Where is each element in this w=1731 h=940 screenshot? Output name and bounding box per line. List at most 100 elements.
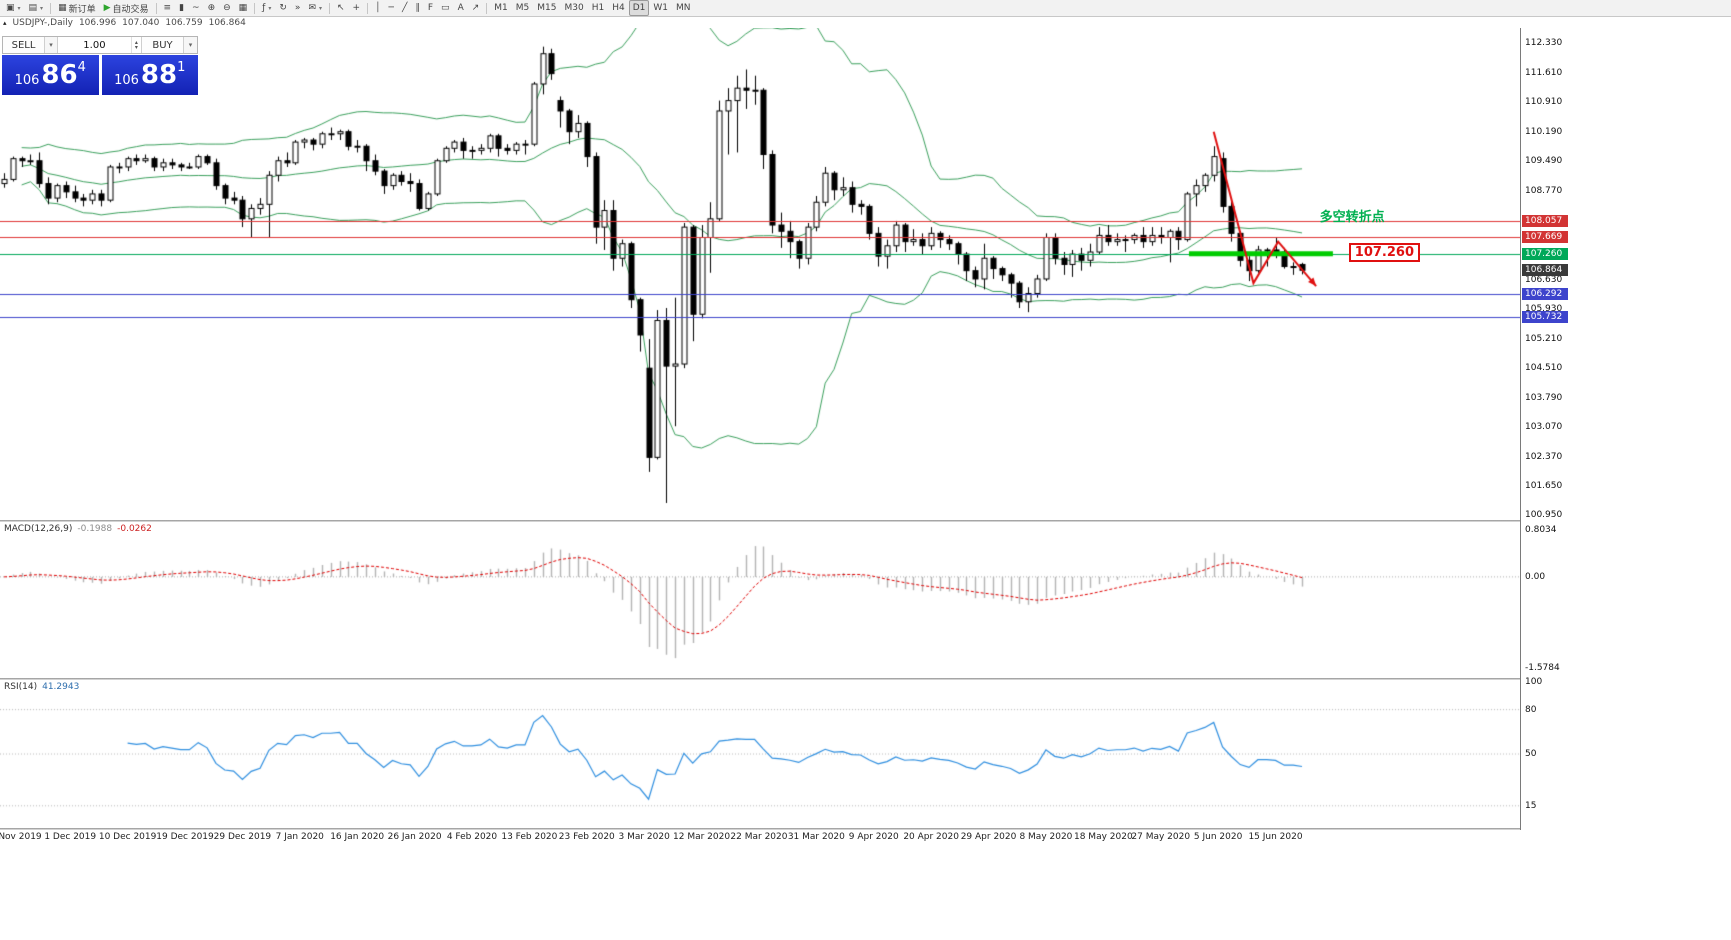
buy-label-button[interactable]: BUY: [142, 37, 184, 53]
buy-price-button[interactable]: 106 88 1: [101, 55, 198, 95]
horizontal-line-button[interactable]: ─: [385, 0, 398, 16]
sell-label-button[interactable]: SELL: [3, 37, 45, 53]
mailbox-icon: ✉: [308, 3, 316, 13]
toolbar-separator: [50, 2, 52, 14]
auto-scroll-icon: ↻: [279, 3, 287, 13]
new-chart-icon: ▣: [6, 3, 15, 13]
price-tick: 103.070: [1525, 422, 1563, 433]
pane-separator-macd[interactable]: [0, 520, 1568, 522]
chart-shift-button[interactable]: »: [291, 0, 305, 16]
candles-chart-button[interactable]: ▮: [175, 0, 188, 16]
volume-stepper[interactable]: ▴ ▾: [130, 37, 141, 53]
tile-windows-icon: ▦: [238, 3, 248, 13]
chart-canvas[interactable]: [0, 28, 1520, 830]
timeframe-d1-button-label: D1: [632, 3, 646, 13]
volume-up-icon[interactable]: ▴: [134, 39, 138, 46]
channel-icon: ∥: [415, 3, 420, 13]
macd-scale-tick: 0.00: [1525, 571, 1546, 582]
trendline-button[interactable]: ╱: [398, 0, 411, 16]
mailbox-button[interactable]: ✉ ▾: [304, 0, 326, 16]
ask-pip-digit: 1: [177, 60, 186, 75]
rsi-scale-tick: 15: [1525, 800, 1537, 811]
turning-point-annotation[interactable]: 多空转折点: [1319, 209, 1385, 225]
profiles-icon: ▤: [28, 3, 38, 13]
date-label: 15 Jun 2020: [1248, 832, 1303, 842]
timeframe-h4-button[interactable]: H4: [608, 0, 629, 16]
zoom-in-button[interactable]: ⊕: [204, 0, 220, 16]
bars-chart-button[interactable]: ≡: [160, 0, 176, 16]
sell-dropdown-icon[interactable]: ▾: [45, 37, 58, 53]
timeframe-d1-button[interactable]: D1: [628, 0, 650, 16]
price-tick: 108.770: [1525, 186, 1563, 197]
support-line-2-label: 105.732: [1522, 311, 1568, 324]
autotrading-icon: ▶: [103, 3, 111, 13]
price-scale[interactable]: 112.330 111.610 110.910 110.190 109.490 108.7…: [1520, 28, 1569, 830]
date-label: 26 Nov 2019: [0, 832, 42, 842]
line-chart-button[interactable]: ~: [188, 0, 204, 16]
ohlc-close: 106.864: [208, 18, 246, 28]
horizontal-line-icon: ─: [388, 3, 394, 13]
chevron-down-icon: ▾: [268, 4, 272, 12]
chevron-down-icon: ▾: [318, 4, 322, 12]
new-order-button[interactable]: ▦ 新订单: [54, 0, 100, 16]
text-button[interactable]: A: [454, 0, 468, 16]
indicators-button[interactable]: ƒ ▾: [258, 0, 275, 16]
volume-down-icon[interactable]: ▾: [134, 44, 138, 51]
ohlc-low: 106.759: [165, 18, 203, 28]
resistance-line-2-label: 107.669: [1522, 230, 1568, 243]
date-label: 13 Feb 2020: [501, 832, 558, 842]
support-line-1-label: 106.292: [1522, 287, 1568, 300]
profiles-button[interactable]: ▤ ▾: [25, 0, 48, 16]
price-tick: 105.210: [1525, 333, 1563, 344]
zoom-out-icon: ⊖: [223, 3, 231, 13]
timeframe-h1-button[interactable]: H1: [588, 0, 609, 16]
toolbar-separator: [155, 2, 157, 14]
timeframe-m5-button[interactable]: M5: [512, 0, 534, 16]
crosshair-button[interactable]: +: [349, 0, 365, 16]
rsi-scale-tick: 100: [1525, 677, 1543, 687]
timeframe-mn-button[interactable]: MN: [672, 0, 695, 16]
date-label: 23 Feb 2020: [558, 832, 615, 842]
toolbar-separator: [367, 2, 369, 14]
date-label: 12 Mar 2020: [673, 832, 731, 842]
price-tick: 102.370: [1525, 451, 1563, 462]
vertical-line-button[interactable]: │: [371, 0, 384, 16]
price-tick: 112.330: [1525, 38, 1563, 49]
date-label: 29 Dec 2019: [213, 832, 272, 842]
shapes-button[interactable]: ▭: [437, 0, 454, 16]
autotrading-button[interactable]: ▶ 自动交易: [100, 0, 153, 16]
one-click-toggle-icon[interactable]: ▴: [3, 19, 7, 27]
cursor-button[interactable]: ↖: [333, 0, 349, 16]
buy-dropdown-icon[interactable]: ▾: [184, 37, 197, 53]
sell-price-button[interactable]: 106 86 4: [2, 55, 99, 95]
date-label: 31 Mar 2020: [787, 832, 845, 842]
chart-header: ▴ USDJPY-,Daily 106.996 107.040 106.759 …: [3, 18, 246, 28]
bid-price-label: 106.864: [1522, 264, 1568, 277]
timeframe-w1-button[interactable]: W1: [649, 0, 672, 16]
price-tag-annotation[interactable]: 107.260: [1348, 242, 1421, 262]
line-chart-icon: ~: [192, 3, 200, 13]
auto-scroll-button[interactable]: ↻: [275, 0, 291, 16]
new-order-button-label: 新订单: [68, 4, 96, 15]
price-tick: 110.910: [1525, 97, 1563, 108]
timeframe-m1-button[interactable]: M1: [490, 0, 512, 16]
price-tick: 106.630: [1525, 274, 1563, 285]
zoom-out-button[interactable]: ⊖: [219, 0, 235, 16]
tile-windows-button[interactable]: ▦: [235, 0, 252, 16]
date-label: 27 May 2020: [1131, 832, 1191, 842]
fibonacci-button[interactable]: F: [424, 0, 437, 16]
chart-symbol-period: USDJPY-,Daily: [12, 18, 73, 28]
rsi-scale-tick: 80: [1525, 704, 1537, 715]
timeframe-m15-button[interactable]: M15: [533, 0, 560, 16]
timeframe-h4-button-label: H4: [612, 3, 625, 13]
zoom-in-icon: ⊕: [207, 3, 216, 13]
timeframe-mn-button-label: MN: [676, 3, 691, 13]
timeframe-m30-button[interactable]: M30: [561, 0, 588, 16]
arrows-button[interactable]: ↗: [468, 0, 484, 16]
new-chart-button[interactable]: ▣ ▾: [2, 0, 25, 16]
channel-button[interactable]: ∥: [411, 0, 424, 16]
pane-separator-rsi[interactable]: [0, 678, 1568, 680]
volume-input[interactable]: [58, 37, 131, 53]
date-label: 19 Dec 2019: [156, 832, 214, 842]
